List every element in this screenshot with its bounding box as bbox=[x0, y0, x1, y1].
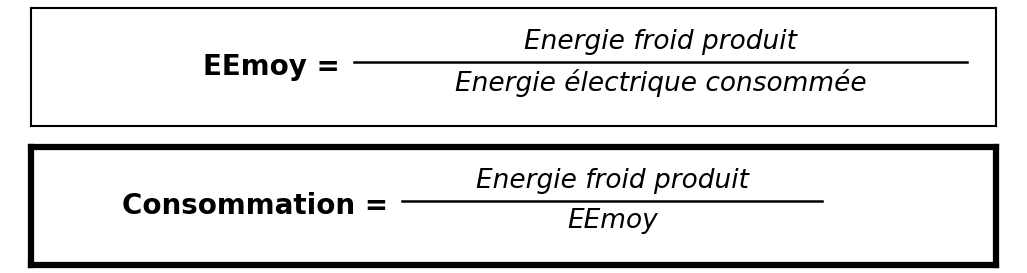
Text: Energie froid produit: Energie froid produit bbox=[524, 29, 797, 55]
Text: EEmoy =: EEmoy = bbox=[203, 53, 349, 81]
Text: Energie froid produit: Energie froid produit bbox=[476, 168, 749, 194]
Text: Energie électrique consommée: Energie électrique consommée bbox=[455, 69, 867, 97]
Text: Consommation =: Consommation = bbox=[122, 192, 397, 220]
Text: EEmoy: EEmoy bbox=[567, 208, 658, 234]
